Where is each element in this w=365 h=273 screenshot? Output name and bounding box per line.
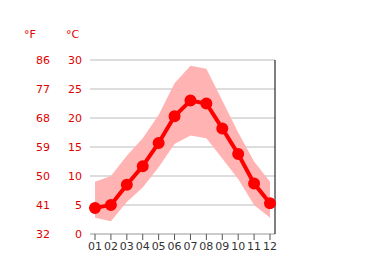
- svg-text:03: 03: [120, 240, 134, 253]
- svg-text:30: 30: [68, 54, 82, 67]
- html-text:°C: °C: [66, 28, 80, 41]
- svg-text:59: 59: [36, 141, 50, 154]
- svg-text:20: 20: [68, 112, 82, 125]
- svg-text:09: 09: [215, 240, 229, 253]
- svg-text:77: 77: [36, 83, 50, 96]
- svg-text:01: 01: [88, 240, 102, 253]
- svg-text:02: 02: [104, 240, 118, 253]
- svg-text:15: 15: [68, 141, 82, 154]
- svg-text:68: 68: [36, 112, 50, 125]
- svg-text:5: 5: [75, 199, 82, 212]
- svg-text:11: 11: [247, 240, 261, 253]
- html-text:°F: °F: [24, 28, 36, 41]
- svg-text:05: 05: [152, 240, 166, 253]
- svg-text:06: 06: [168, 240, 182, 253]
- svg-text:10: 10: [231, 240, 245, 253]
- svg-text:32: 32: [36, 228, 50, 241]
- svg-text:0: 0: [75, 228, 82, 241]
- svg-text:04: 04: [136, 240, 150, 253]
- svg-text:41: 41: [36, 199, 50, 212]
- svg-text:86: 86: [36, 54, 50, 67]
- svg-text:50: 50: [36, 170, 50, 183]
- svg-text:12: 12: [263, 240, 277, 253]
- svg-text:10: 10: [68, 170, 82, 183]
- svg-text:25: 25: [68, 83, 82, 96]
- svg-text:07: 07: [183, 240, 197, 253]
- svg-text:08: 08: [199, 240, 213, 253]
